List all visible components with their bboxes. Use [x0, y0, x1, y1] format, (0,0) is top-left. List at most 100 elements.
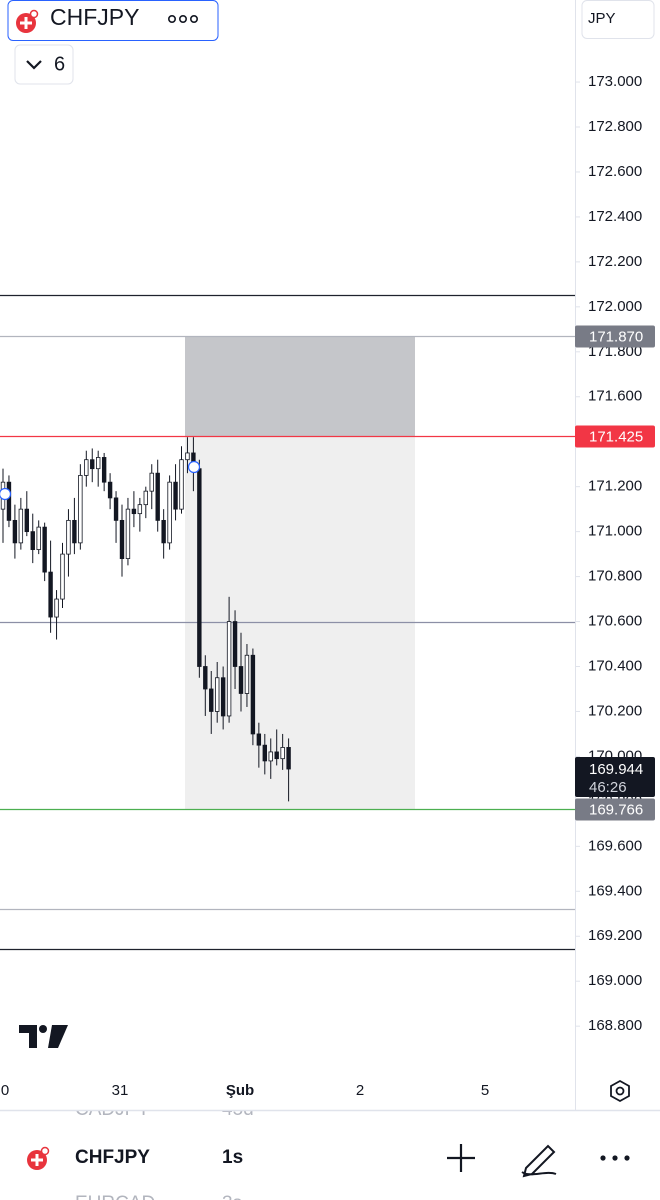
candle-body [101, 457, 107, 483]
candle-body [232, 621, 238, 667]
add-button[interactable] [447, 1144, 475, 1172]
more-icon[interactable] [168, 15, 199, 24]
price-tag-label: 171.870 [589, 328, 643, 345]
last-price-label: 169.944 [589, 761, 643, 778]
candle-body [24, 508, 29, 533]
candle-body [167, 481, 172, 544]
candle-body [6, 481, 12, 521]
y-tick-label: 171.200 [588, 478, 642, 495]
x-tick-label: 31 [112, 1082, 129, 1099]
y-tick-label: 170.600 [588, 613, 642, 630]
y-tick-label: 172.200 [588, 253, 642, 270]
bottom-symbol-name: CHFJPY [75, 1147, 150, 1168]
candle-body [143, 490, 148, 506]
hidden-interval: 3s [222, 1193, 242, 1200]
candle-body [90, 459, 95, 470]
candle-body [12, 519, 18, 544]
flag-cross [31, 1158, 43, 1162]
y-tick-label: 168.800 [588, 1017, 642, 1034]
candle-body [244, 654, 250, 694]
time-axis-bg [0, 1070, 660, 1110]
y-tick-label: 172.600 [588, 163, 642, 180]
x-tick-label: 2 [356, 1082, 364, 1099]
currency-label: JPY [588, 10, 616, 27]
price-tag [575, 425, 655, 448]
candle-body [209, 688, 214, 712]
flag-badge [40, 1146, 50, 1156]
y-tick-label: 170.800 [588, 568, 642, 585]
candle-body [214, 677, 220, 712]
candle-body [36, 526, 41, 551]
candle-body [72, 519, 77, 544]
bottom-interval: 1s [222, 1147, 243, 1168]
currency-box[interactable] [581, 0, 655, 39]
last-price-tag [575, 757, 655, 798]
y-tick-label: 170.200 [588, 702, 642, 719]
overlay [0, 460, 201, 501]
symbol-header[interactable]: CHFJPY [7, 0, 219, 41]
candle-body [30, 531, 35, 551]
candle-body [66, 519, 71, 555]
plot-area [0, 294, 575, 951]
candle-body [125, 508, 131, 560]
candle-body [155, 472, 160, 521]
candle-body [84, 459, 89, 476]
flag-cross [20, 21, 32, 25]
price-tag-label: 169.766 [589, 801, 643, 818]
candle-body [137, 504, 143, 515]
candle-body [197, 468, 202, 667]
y-tick-label: 169.200 [588, 927, 642, 944]
y-tick-label: 169.000 [588, 972, 642, 989]
candle-body [256, 733, 262, 746]
alert-marker [187, 460, 201, 474]
countdown: 46:26 [589, 779, 627, 796]
y-tick-label: 172.400 [588, 208, 642, 225]
settings-icon[interactable] [610, 1079, 630, 1103]
symbol-box[interactable] [7, 0, 219, 41]
indicator-toggle[interactable]: 6 [14, 44, 74, 85]
candle-body [280, 747, 285, 760]
price-tag [575, 325, 655, 348]
y-tick-label: 169.400 [588, 882, 642, 899]
indicator-button[interactable] [14, 44, 74, 85]
candle-body [54, 598, 59, 618]
candle-body [262, 744, 267, 762]
candle-body [250, 654, 256, 735]
y-tick-label: 170.400 [588, 657, 642, 674]
y-tick-label: 171.000 [588, 523, 642, 540]
hidden-symbol: EURCAD [75, 1193, 155, 1200]
y-tick-label: 173.000 [588, 73, 642, 90]
price-tag-label: 171.425 [589, 428, 643, 445]
candle-body [268, 751, 273, 762]
tradingview-logo [19, 1025, 68, 1048]
more-button[interactable] [600, 1155, 630, 1161]
candle-body [149, 472, 154, 492]
candle-body [185, 452, 190, 461]
x-tick-label: 0 [1, 1082, 9, 1099]
symbol-name: CHFJPY [50, 4, 139, 30]
flag-badge [29, 9, 39, 19]
settings-icon-center [615, 1086, 625, 1096]
candle-body [48, 571, 53, 618]
time-axis: 0 31 Şub 2 5 [1, 1082, 489, 1099]
candle-body [179, 459, 184, 510]
candle-body [238, 666, 244, 694]
candle-body [161, 519, 166, 544]
price-tag [575, 798, 655, 821]
candle-body [131, 508, 137, 515]
logo-part [48, 1025, 68, 1048]
currency-button[interactable]: JPY [581, 0, 655, 39]
draw-button[interactable] [521, 1144, 557, 1178]
bottom-symbol[interactable]: CHFJPY 1s [27, 1146, 243, 1170]
candle-body [60, 553, 65, 600]
y-tick-label: 172.000 [588, 298, 642, 315]
y-tick-label: 171.600 [588, 388, 642, 405]
candle-body [226, 621, 232, 717]
candle-body [274, 751, 279, 760]
candle-body [119, 519, 125, 560]
position-risk-zone [185, 336, 415, 437]
candle-body [173, 481, 178, 510]
candle-body [42, 526, 47, 573]
